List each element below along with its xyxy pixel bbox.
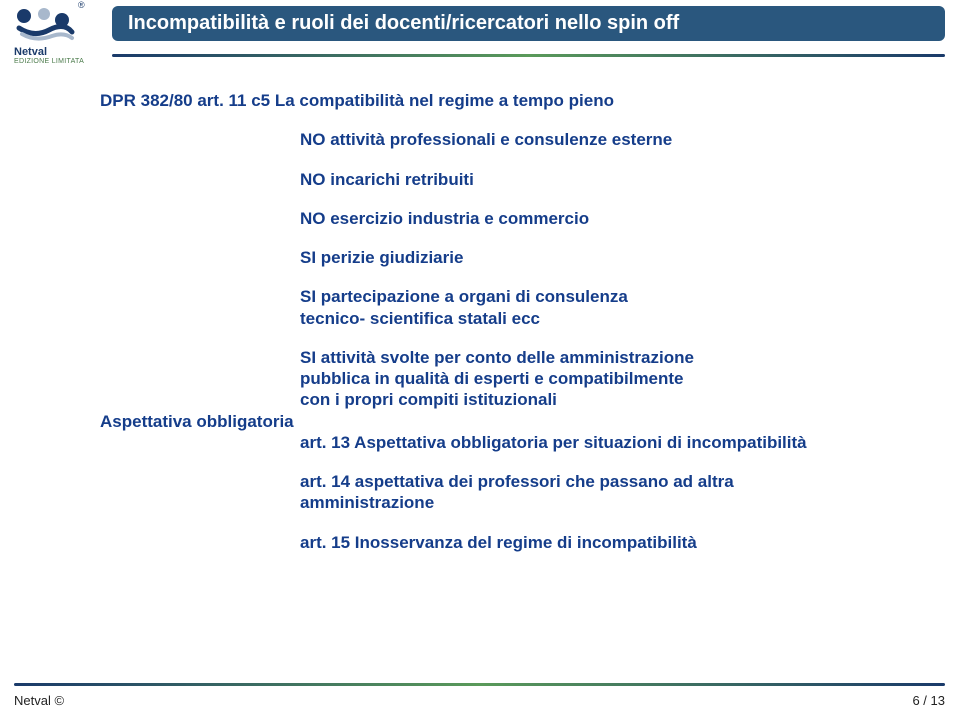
item-no-industria: NO esercizio industria e commercio [300,208,899,229]
logo-swirl-icon [14,6,76,44]
art14: art. 14 aspettativa dei professori che p… [300,471,899,514]
art15: art. 15 Inosservanza del regime di incom… [300,532,899,553]
art14-b: amministrazione [300,492,899,513]
item-no-professional: NO attività professionali e consulenze e… [300,129,899,150]
item-si-perizie: SI perizie giudiziarie [300,247,899,268]
item-no-incarichi: NO incarichi retribuiti [300,169,899,190]
intro-line: DPR 382/80 art. 11 c5 La compatibilità n… [100,90,899,111]
item-si-partecipazione: SI partecipazione a organi di consulenza… [300,286,899,329]
art-block: art. 14 aspettativa dei professori che p… [300,471,899,553]
footer-copyright: Netval © [14,693,64,708]
art14-a: art. 14 aspettativa dei professori che p… [300,471,899,492]
title-underline [112,54,945,57]
title-bar: Incompatibilità e ruoli dei docenti/rice… [112,6,945,41]
item-si-partecipazione-a: SI partecipazione a organi di consulenza [300,286,899,307]
content-body: DPR 382/80 art. 11 c5 La compatibilità n… [0,90,959,553]
art13: art. 13 Aspettativa obbligatoria per sit… [300,432,899,453]
item-si-attivita-a: SI attività svolte per conto delle ammin… [300,347,899,368]
item-si-attivita: SI attività svolte per conto delle ammin… [300,347,899,411]
brand-logo: Netval EDIZIONE LIMITATA [14,6,84,65]
bullet-block: NO attività professionali e consulenze e… [300,129,899,410]
brand-subtitle: EDIZIONE LIMITATA [14,58,84,65]
item-si-attivita-c: con i propri compiti istituzionali [300,389,899,410]
item-si-attivita-b: pubblica in qualità di esperti e compati… [300,368,899,389]
aspettativa-label: Aspettativa obbligatoria [100,411,899,432]
page-title: Incompatibilità e ruoli dei docenti/rice… [128,12,679,34]
footer-page-number: 6 / 13 [912,693,945,708]
footer-divider [14,683,945,686]
item-si-partecipazione-b: tecnico- scientifica statali ecc [300,308,899,329]
header: Netval EDIZIONE LIMITATA ® Incompatibili… [0,0,959,90]
registered-mark: ® [78,0,85,10]
brand-name: Netval [14,46,47,58]
